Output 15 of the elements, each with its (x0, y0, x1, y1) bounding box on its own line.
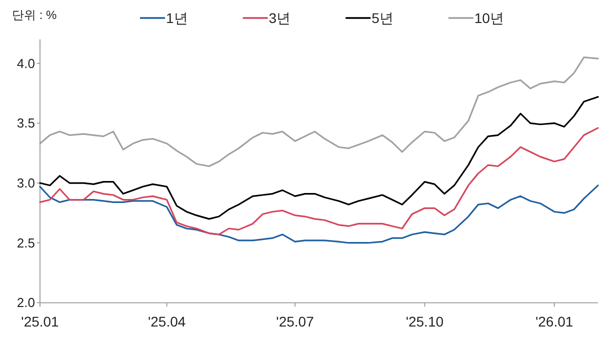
legend-label: 5년 (372, 10, 394, 26)
x-tick-label: '25.04 (148, 314, 186, 330)
y-tick-label: 2.5 (16, 235, 35, 250)
y-tick-label: 4.0 (16, 56, 35, 71)
x-tick-label: '25.01 (21, 314, 60, 330)
x-tick-label: '25.07 (276, 314, 314, 330)
text: 단위 : % (12, 8, 57, 22)
legend-label: 1년 (166, 10, 188, 26)
y-tick-label: 3.0 (16, 176, 35, 191)
legend-label: 3년 (268, 10, 291, 26)
x-tick-label: '25.10 (406, 314, 444, 330)
legend-label: 10년 (474, 10, 504, 26)
y-tick-label: 2.0 (16, 295, 35, 310)
y-tick-label: 3.5 (16, 116, 35, 131)
x-tick-label: '26.01 (535, 314, 574, 330)
